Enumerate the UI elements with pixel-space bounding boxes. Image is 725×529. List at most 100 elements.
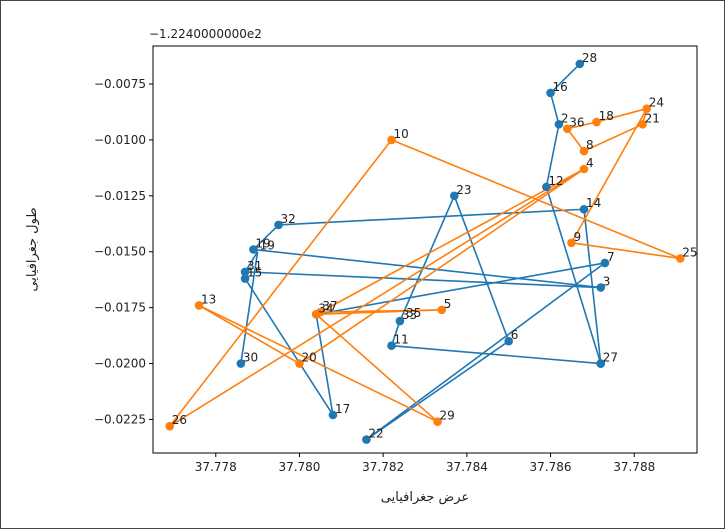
y-tick-label: −0.0150: [94, 245, 146, 259]
series-0-point: [240, 267, 250, 277]
series-1-point: [295, 359, 304, 368]
y-axis-title: طول جغرافیایی: [25, 207, 40, 291]
series-0-segment: [278, 208, 585, 226]
series-0-segment: [240, 251, 259, 364]
series-0-point: [387, 341, 396, 350]
series-1-point: [433, 417, 442, 426]
plot-area: [152, 45, 698, 454]
point-label: 22: [368, 427, 383, 441]
series-1-segment: [570, 108, 648, 244]
x-tick-label: 37.782: [362, 460, 404, 474]
series-0-segment: [365, 340, 510, 441]
point-label: 20: [301, 351, 316, 365]
series-1-segment: [169, 168, 585, 427]
point-label: 6: [511, 328, 519, 342]
series-0-segment: [390, 320, 401, 346]
point-label: 4: [586, 156, 594, 170]
point-label: 19: [255, 237, 270, 251]
series-0-point: [554, 119, 564, 129]
point-label: 24: [649, 96, 664, 110]
series-0-point: [596, 283, 606, 292]
point-label: 7: [607, 250, 615, 264]
series-1-point: [638, 119, 647, 129]
point-label: 35: [406, 306, 421, 320]
series-1-point: [165, 421, 175, 431]
point-label: 8: [586, 138, 594, 152]
series-0-point: [236, 359, 246, 368]
series-1-point: [675, 254, 685, 263]
point-label: 15: [247, 266, 262, 280]
y-tick-label: −0.0225: [94, 412, 146, 426]
x-tick-label: 37.788: [613, 460, 655, 474]
y-tick-label: −0.0125: [94, 189, 146, 203]
point-label: 14: [586, 196, 601, 210]
series-1-point: [579, 164, 589, 174]
series-0-point: [449, 191, 459, 201]
series-0-segment: [391, 344, 601, 365]
series-0-point: [249, 245, 258, 254]
point-label: 33: [402, 308, 417, 322]
point-label: 5: [444, 297, 452, 311]
series-0-point: [274, 220, 283, 230]
series-1-segment: [320, 168, 585, 313]
x-tick-label: 37.784: [446, 460, 488, 474]
series-1-segment: [198, 304, 438, 423]
series-0-point: [362, 435, 371, 444]
point-label: 34: [318, 301, 333, 315]
y-offset-label: −1.2240000000e2: [149, 27, 262, 41]
x-axis-title: عرض جغرافیایی: [381, 490, 469, 505]
series-0-segment: [399, 195, 456, 322]
series-0-segment: [545, 186, 602, 364]
series-0-segment: [453, 195, 510, 342]
series-1-point: [592, 117, 601, 127]
series-0-point: [504, 336, 513, 346]
y-tick-label: −0.0100: [94, 133, 146, 147]
series-1-segment: [315, 313, 439, 423]
point-label: 3: [603, 275, 611, 289]
series-1-point: [437, 305, 447, 315]
series-1-point: [194, 301, 204, 310]
y-tick-label: −0.0200: [94, 357, 146, 371]
series-0-point: [395, 316, 405, 326]
series-1-segment: [299, 168, 585, 365]
point-label: 26: [172, 413, 187, 427]
series-1-segment: [198, 304, 300, 365]
point-label: 18: [599, 109, 614, 123]
point-label: 28: [582, 51, 597, 65]
series-1-point: [562, 124, 572, 134]
point-label: 32: [281, 212, 296, 226]
point-label: 13: [201, 292, 216, 306]
y-tick-label: −0.0175: [94, 301, 146, 315]
series-0-segment: [316, 262, 606, 316]
series-1-point: [316, 307, 325, 317]
point-label: 30: [243, 351, 258, 365]
point-label: 12: [548, 174, 563, 188]
point-label: 27: [603, 351, 618, 365]
x-tick-label: 37.780: [278, 460, 320, 474]
series-1-segment: [583, 123, 643, 152]
series-1-point: [567, 238, 576, 248]
series-1-segment: [169, 139, 393, 427]
point-label: 19: [260, 239, 275, 253]
series-1-point: [387, 135, 396, 145]
point-label: 25: [682, 245, 697, 259]
point-label: 21: [645, 111, 660, 125]
series-0-point: [328, 410, 338, 420]
series-layer: 2816212271432193311517722623331130351924…: [165, 51, 698, 444]
point-label: 37: [322, 299, 337, 313]
series-1-segment: [320, 309, 442, 313]
series-0-point: [600, 258, 610, 268]
x-tick-label: 37.778: [195, 460, 237, 474]
point-label: 29: [440, 409, 455, 423]
series-1-segment: [571, 241, 681, 260]
x-axis: 37.778 37.780 37.782 37.784 37.786 37.788: [195, 453, 655, 474]
series-0-segment: [252, 224, 280, 251]
point-label: 31: [247, 259, 262, 273]
series-1-segment: [567, 121, 597, 130]
y-axis: −0.0075 −0.0100 −0.0125 −0.0150 −0.0175 −0.02…: [94, 77, 153, 426]
x-tick-label: 37.786: [530, 460, 572, 474]
series-1-segment: [566, 128, 585, 152]
point-label: 11: [394, 333, 409, 347]
point-label: 16: [553, 80, 568, 94]
